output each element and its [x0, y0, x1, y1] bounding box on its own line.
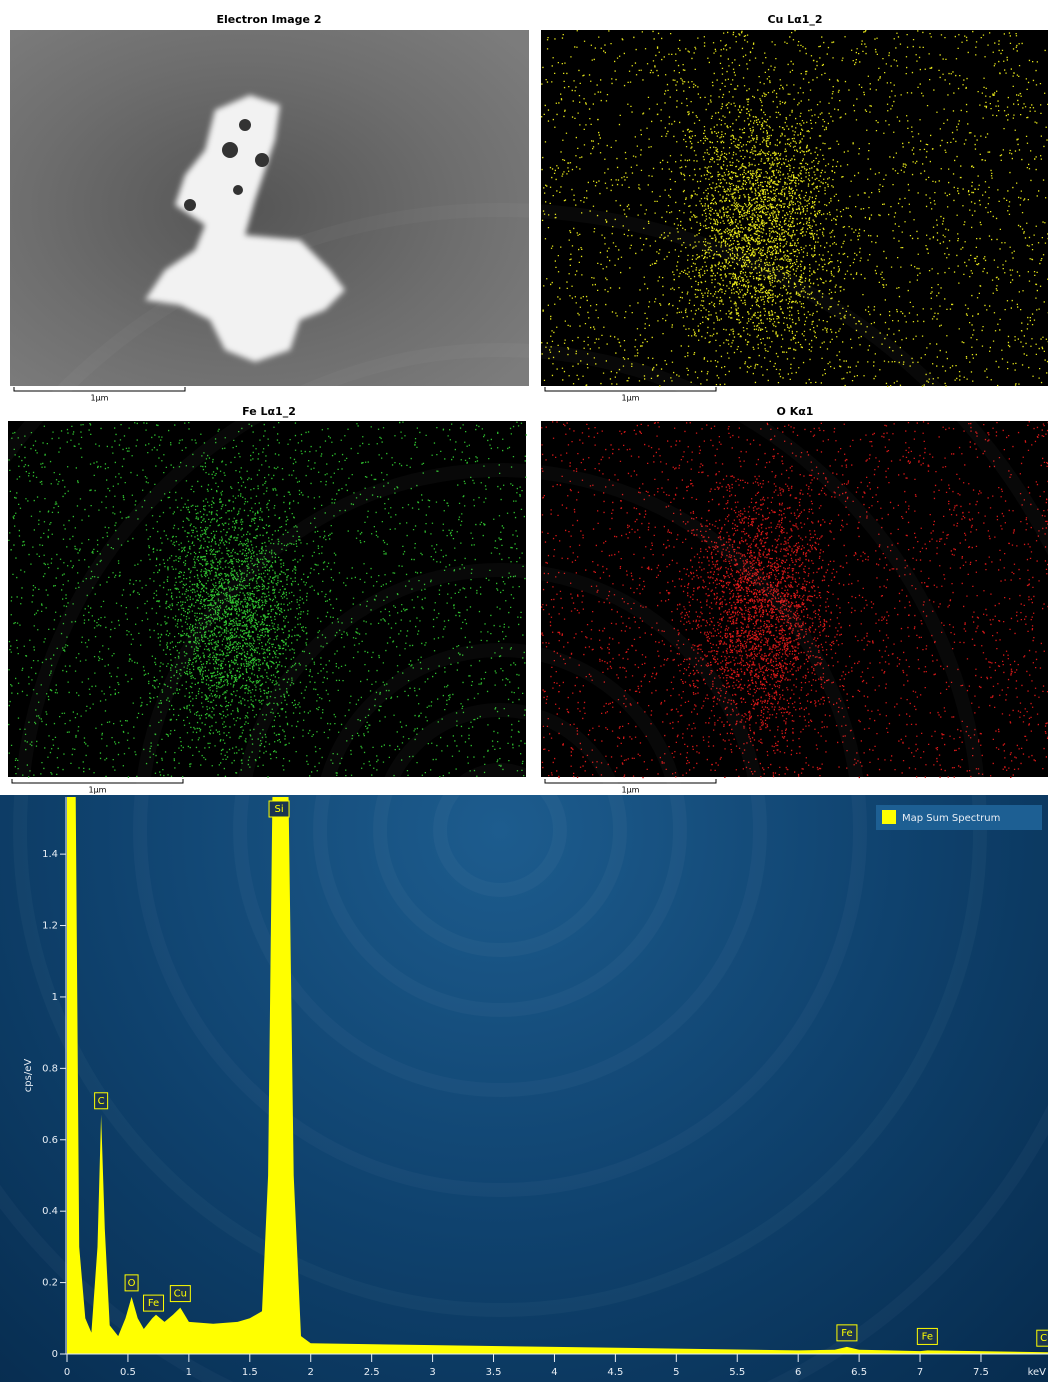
pore: [239, 119, 251, 131]
pore: [184, 199, 196, 211]
peak-tag-label: Fe: [841, 1328, 852, 1339]
x-tick-label: 0.5: [120, 1367, 136, 1378]
particle: [145, 95, 345, 362]
x-tick-label: 7.5: [973, 1367, 989, 1378]
x-tick-label: 6: [795, 1367, 801, 1378]
x-tick-label: 0: [64, 1367, 70, 1378]
peak-tag: [916, 1327, 938, 1345]
chart-background: [0, 795, 1048, 1382]
y-tick-label: 1.4: [42, 849, 58, 860]
peak-tag-label: Fe: [148, 1298, 159, 1309]
peak-tag: [268, 800, 290, 818]
y-tick-label: 0.6: [42, 1135, 58, 1146]
panel-title: Cu Lα1_2: [767, 13, 822, 26]
peak-tag: [1036, 1329, 1048, 1347]
pore: [255, 153, 269, 167]
scale-bar: [544, 779, 717, 784]
x-tick-label: 1: [186, 1367, 192, 1378]
scale-label: 1μm: [622, 394, 640, 403]
peak-tag-label: Cu: [174, 1289, 187, 1300]
scale-bar: [13, 387, 186, 392]
map-image: [541, 30, 1048, 386]
legend-box: [876, 805, 1042, 830]
x-tick-label: 6.5: [851, 1367, 867, 1378]
x-tick-label: 7: [917, 1367, 923, 1378]
panel-title: O Kα1: [777, 405, 814, 418]
peak-tag: [143, 1294, 165, 1312]
scale-label: 1μm: [91, 394, 109, 403]
y-tick-label: 0.4: [42, 1206, 58, 1217]
y-tick-label: 1.2: [42, 921, 58, 932]
y-tick-label: 0.8: [42, 1063, 58, 1074]
x-tick-label: 3.5: [486, 1367, 502, 1378]
legend-label: Map Sum Spectrum: [902, 813, 1000, 824]
pore: [233, 185, 243, 195]
peak-tag-label: C: [98, 1096, 105, 1107]
scale-label: 1μm: [622, 786, 640, 795]
map-dots: [541, 421, 1048, 779]
peak-tag-label: O: [128, 1278, 136, 1289]
x-tick-label: 5.5: [729, 1367, 745, 1378]
map-image: [541, 421, 1048, 777]
y-tick-label: 1: [52, 992, 58, 1003]
peak-tag: [836, 1324, 858, 1342]
panel-title: Fe Lα1_2: [242, 405, 296, 418]
peak-tag-label: Cu: [1040, 1333, 1048, 1344]
peak-tag: [124, 1274, 139, 1292]
map-image: [8, 421, 526, 777]
peak-tag: [94, 1092, 109, 1110]
peak-tag-label: Si: [274, 804, 283, 815]
x-tick-label: 1.5: [242, 1367, 258, 1378]
peak-tag-label: Fe: [922, 1331, 933, 1342]
particle-shape: [145, 95, 345, 362]
scale-bar: [544, 387, 717, 392]
x-tick-label: 5: [673, 1367, 679, 1378]
legend-swatch: [882, 810, 896, 824]
scale-label: 1μm: [89, 786, 107, 795]
x-axis-label: keV: [1028, 1367, 1047, 1378]
y-tick-label: 0: [52, 1349, 58, 1360]
pore: [222, 142, 238, 158]
x-tick-label: 3: [429, 1367, 435, 1378]
x-tick-label: 4.5: [607, 1367, 623, 1378]
peak-tag: [169, 1285, 191, 1303]
x-tick-label: 2.5: [364, 1367, 380, 1378]
y-tick-label: 0.2: [42, 1278, 58, 1289]
scale-bar: [11, 779, 184, 784]
x-tick-label: 2: [308, 1367, 314, 1378]
x-tick-label: 4: [551, 1367, 557, 1378]
panel-title: Electron Image 2: [217, 13, 322, 26]
y-axis-label: cps/eV: [23, 1059, 34, 1093]
